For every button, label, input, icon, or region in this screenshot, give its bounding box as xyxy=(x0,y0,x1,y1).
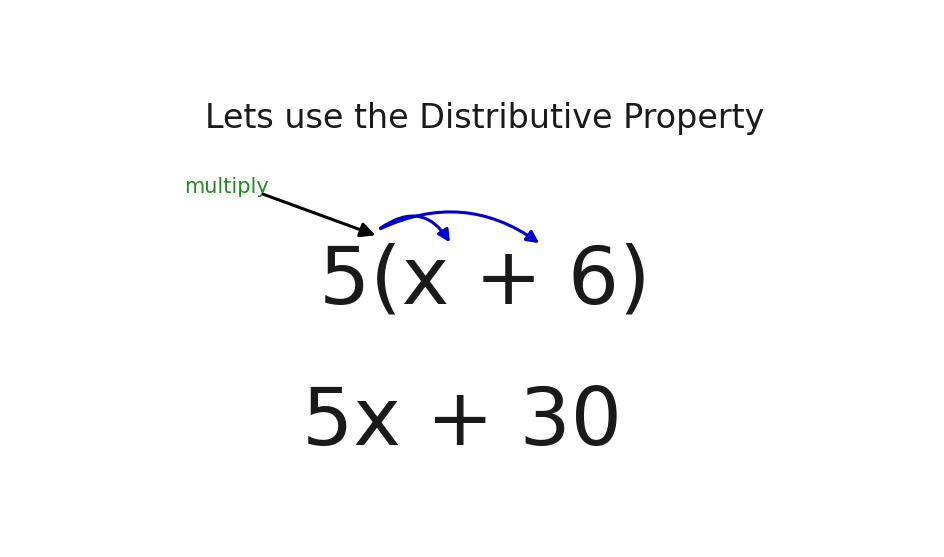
Text: multiply: multiply xyxy=(184,177,268,197)
Text: 5(x + 6): 5(x + 6) xyxy=(318,242,649,320)
Text: 5x + 30: 5x + 30 xyxy=(302,384,622,462)
Text: Lets use the Distributive Property: Lets use the Distributive Property xyxy=(205,102,763,135)
